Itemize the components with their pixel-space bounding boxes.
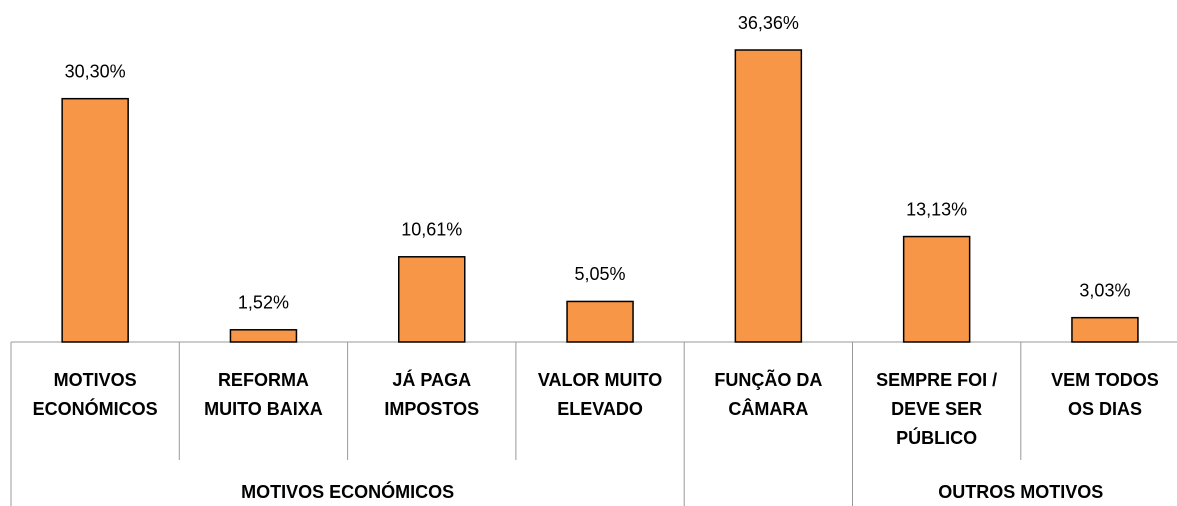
- bar: [398, 256, 466, 343]
- data-label: 30,30%: [65, 61, 126, 81]
- x-tick-label: REFORMA: [218, 370, 309, 390]
- data-label: 36,36%: [738, 13, 799, 33]
- x-tick-label: PÚBLICO: [896, 427, 977, 448]
- x-tick-label: ELEVADO: [557, 399, 643, 419]
- x-tick-label: OS DIAS: [1068, 399, 1142, 419]
- data-label: 5,05%: [575, 264, 626, 284]
- x-tick-label: JÁ PAGA: [392, 369, 471, 390]
- x-tick-label: IMPOSTOS: [384, 399, 479, 419]
- x-tick-label: CÂMARA: [728, 398, 808, 419]
- bar: [1071, 316, 1139, 343]
- bar: [902, 235, 971, 343]
- bar: [566, 300, 634, 343]
- x-tick-label: DEVE SER: [891, 399, 982, 419]
- x-tick-label: SEMPRE FOI /: [876, 370, 997, 390]
- group-label: MOTIVOS ECONÓMICOS: [241, 481, 454, 502]
- group-label: OUTROS MOTIVOS: [938, 482, 1103, 502]
- data-label: 3,03%: [1079, 280, 1130, 300]
- x-tick-label: FUNÇÃO DA: [714, 369, 822, 390]
- x-tick-label: VALOR MUITO: [538, 370, 662, 390]
- x-tick-label: MUITO BAIXA: [204, 399, 323, 419]
- data-label: 10,61%: [401, 220, 462, 240]
- x-tick-label: MOTIVOS: [54, 370, 137, 390]
- bar: [229, 329, 298, 343]
- x-tick-label: ECONÓMICOS: [33, 398, 158, 419]
- x-tick-label: VEM TODOS: [1051, 370, 1159, 390]
- data-label: 13,13%: [906, 199, 967, 219]
- bar: [61, 97, 129, 343]
- data-label: 1,52%: [238, 293, 289, 313]
- bar: [734, 49, 803, 343]
